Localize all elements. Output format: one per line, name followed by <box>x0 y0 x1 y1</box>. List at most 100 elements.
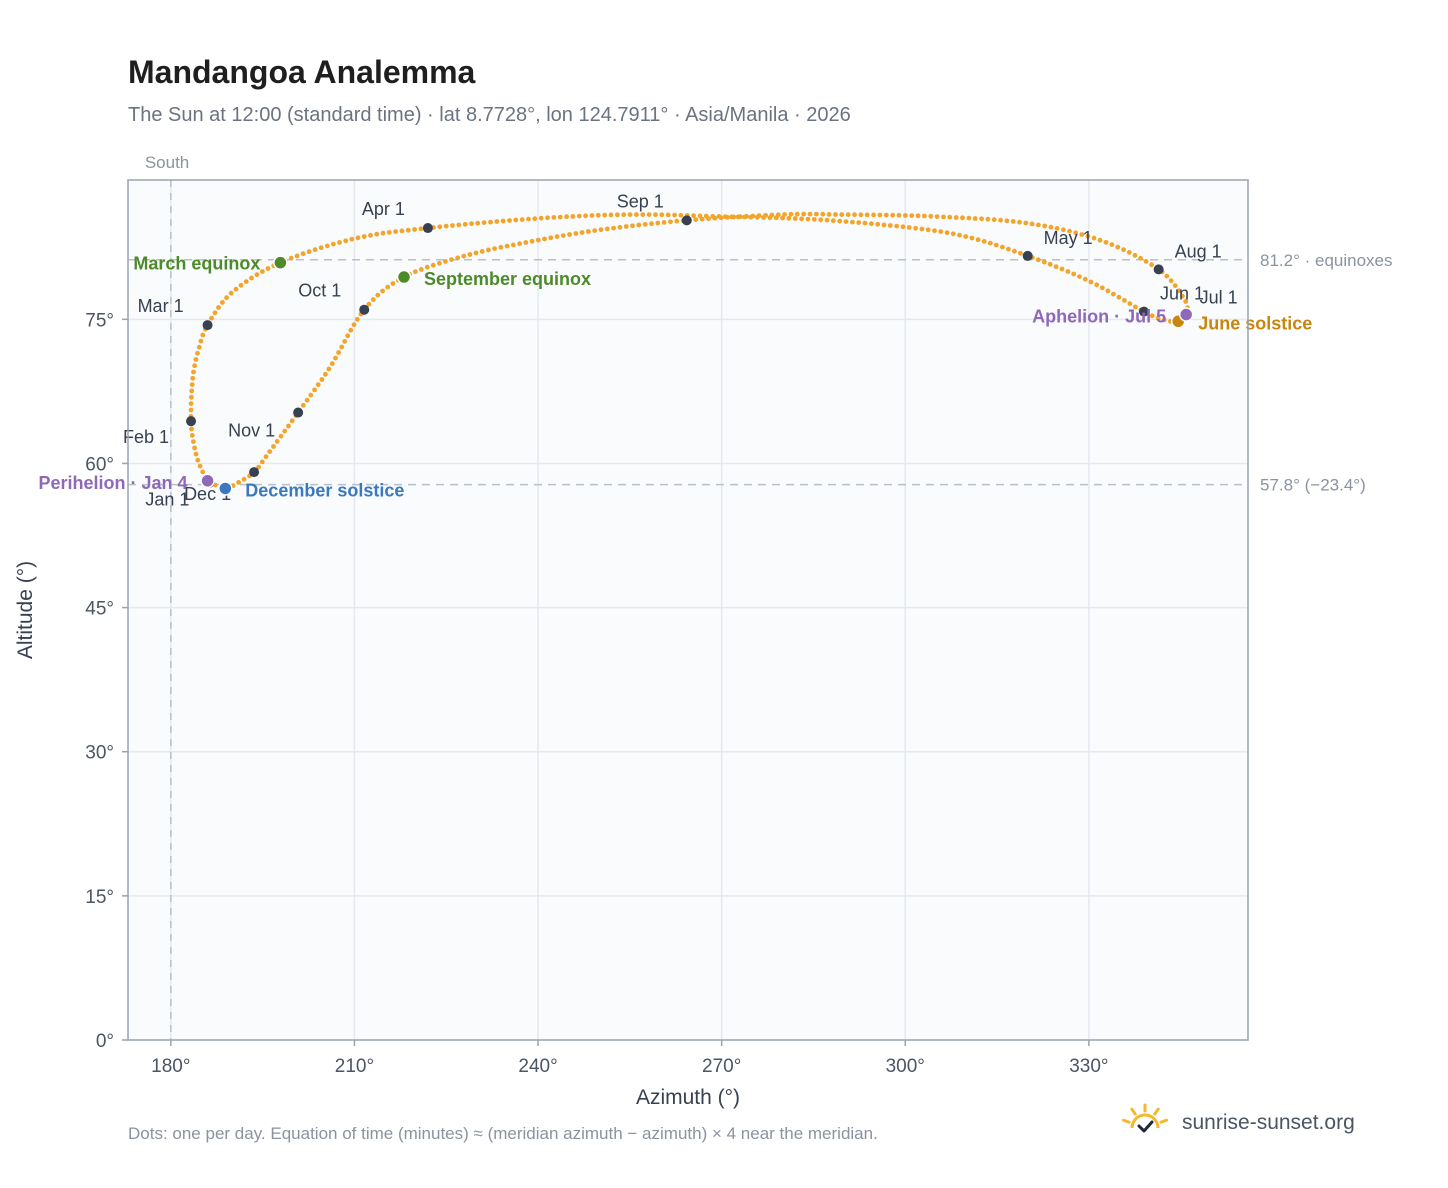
day-dot <box>824 217 830 223</box>
day-dot <box>200 332 206 338</box>
day-dot <box>189 426 194 432</box>
event-dot <box>273 255 288 270</box>
day-dot <box>339 344 345 350</box>
day-dot <box>1059 266 1065 272</box>
day-dot <box>1023 220 1029 226</box>
day-dot <box>567 232 572 237</box>
day-dot <box>1067 228 1072 234</box>
day-dot <box>308 392 314 398</box>
day-dot <box>1036 222 1041 228</box>
month-dot <box>1153 264 1164 275</box>
day-dot <box>337 240 342 245</box>
day-dot <box>1012 248 1017 254</box>
day-dot <box>869 221 874 227</box>
day-dot <box>488 219 493 225</box>
day-dot <box>1088 279 1094 285</box>
day-dot <box>957 232 962 238</box>
month-dot <box>1138 306 1149 317</box>
day-dot <box>583 213 588 219</box>
day-dot <box>604 226 610 232</box>
event-dot <box>396 269 412 285</box>
day-dot <box>987 240 993 246</box>
day-dot <box>188 401 194 406</box>
day-dot <box>1035 257 1041 263</box>
day-dot <box>640 212 646 218</box>
day-dot <box>256 464 261 470</box>
day-dot <box>538 215 544 221</box>
day-dot <box>674 218 680 224</box>
footnote: Dots: one per day. Equation of time (min… <box>128 1124 878 1143</box>
day-dot <box>467 252 473 257</box>
day-dot <box>306 249 312 255</box>
day-dot <box>998 217 1003 223</box>
day-dot <box>197 463 203 469</box>
day-dot <box>492 246 497 252</box>
month-dot <box>359 304 370 315</box>
day-dot <box>947 214 953 220</box>
day-dot <box>450 223 455 228</box>
day-dot <box>691 213 696 219</box>
day-dot <box>903 213 908 218</box>
day-dot <box>807 211 813 217</box>
day-dot <box>510 242 516 248</box>
day-dot <box>455 255 461 261</box>
day-dot <box>1176 288 1182 294</box>
month-label: Feb 1 <box>123 427 169 447</box>
day-dot <box>1122 298 1127 303</box>
day-dot <box>535 237 541 243</box>
day-dot <box>326 366 332 372</box>
day-dot <box>548 235 554 241</box>
day-dot <box>877 212 883 218</box>
day-dot <box>192 445 198 451</box>
month-dot <box>681 215 692 226</box>
day-dot <box>665 212 671 218</box>
day-dot <box>209 315 215 321</box>
day-dot <box>193 451 199 457</box>
day-dot <box>919 226 925 232</box>
day-dot <box>481 220 487 226</box>
x-tick-label: 300° <box>886 1056 925 1077</box>
day-dot <box>351 322 357 328</box>
day-dot <box>260 269 265 274</box>
day-dot <box>1006 246 1011 252</box>
axis-ticks: 180° 210° 240° 270° 300° 330° 0° 15° 30° 45° 60° 75… <box>85 310 1108 1077</box>
day-dot <box>1094 282 1100 288</box>
x-tick-label: 210° <box>335 1056 374 1077</box>
day-dot <box>224 295 230 301</box>
day-dot <box>366 301 372 307</box>
day-dot <box>254 272 260 278</box>
day-dot <box>718 215 724 221</box>
day-dot <box>615 212 620 218</box>
day-dot <box>1061 227 1066 233</box>
day-dot <box>507 218 512 223</box>
brand-logo[interactable]: sunrise-sunset.org <box>1120 1102 1355 1143</box>
day-dot <box>405 227 411 233</box>
day-dot <box>1099 285 1105 291</box>
day-dot <box>953 215 959 220</box>
day-dot <box>756 213 762 219</box>
day-dot <box>1103 239 1109 245</box>
day-dot <box>646 212 652 218</box>
day-dot <box>424 264 430 270</box>
day-dot <box>1004 218 1010 224</box>
day-dot <box>1082 276 1088 282</box>
day-dot <box>672 212 677 218</box>
day-dot <box>300 402 306 408</box>
day-dot <box>801 211 807 217</box>
day-dot <box>725 215 730 220</box>
day-dot <box>188 407 194 413</box>
day-dot <box>519 217 525 223</box>
day-dot <box>862 220 868 226</box>
day-dot <box>894 223 900 229</box>
day-dot <box>189 433 195 438</box>
day-dot <box>993 242 999 248</box>
day-dot <box>595 212 601 218</box>
day-dot <box>323 371 328 377</box>
day-dot <box>1149 313 1155 319</box>
day-dot <box>348 327 354 333</box>
day-dot <box>1127 301 1133 307</box>
day-dot <box>653 212 658 218</box>
day-dot <box>979 216 984 222</box>
event-dot <box>1178 307 1194 322</box>
day-dot <box>370 297 376 302</box>
